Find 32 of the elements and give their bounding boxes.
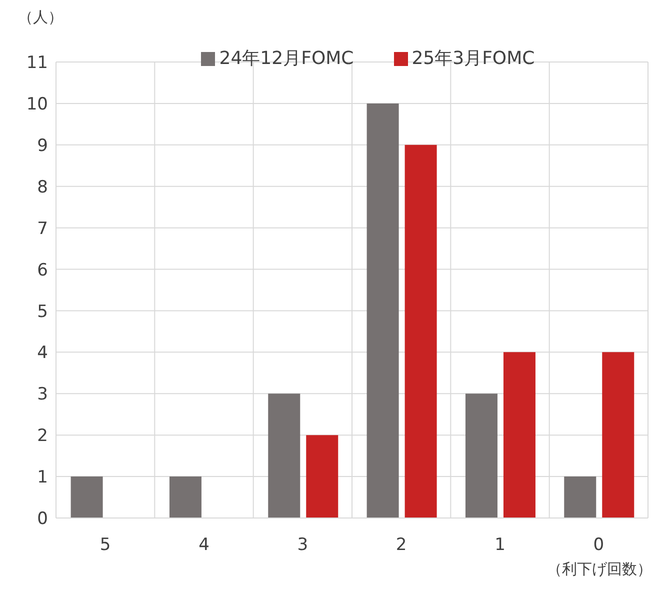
x-tick-label: 1 <box>494 535 506 556</box>
y-tick-label: 1 <box>37 468 48 488</box>
y-tick-label: 5 <box>37 302 48 322</box>
bar <box>366 103 399 518</box>
legend-label: 24年12月FOMC <box>219 48 354 69</box>
bar <box>268 394 300 518</box>
y-tick-label: 4 <box>37 343 48 364</box>
y-tick-label: 2 <box>37 426 48 446</box>
x-tick-label: 4 <box>198 535 210 556</box>
bar <box>404 144 437 518</box>
x-tick-label: 0 <box>593 535 604 556</box>
x-axis-title: （利下げ回数） <box>547 560 652 579</box>
y-tick-label: 8 <box>37 177 48 198</box>
y-axis-title: （人） <box>18 8 63 27</box>
bar <box>70 476 103 518</box>
y-tick-label: 3 <box>37 384 48 405</box>
x-tick-label: 5 <box>100 535 111 556</box>
legend-label: 25年3月FOMC <box>412 48 535 69</box>
bar <box>602 352 634 518</box>
x-tick-label: 2 <box>396 535 407 556</box>
y-tick-label: 9 <box>37 136 48 156</box>
y-tick-label: 10 <box>26 94 48 114</box>
x-tick-label: 3 <box>297 535 308 556</box>
bar <box>503 352 536 518</box>
bar <box>169 476 202 518</box>
bar <box>564 476 596 518</box>
y-tick-label: 7 <box>37 218 48 239</box>
bar <box>465 394 498 518</box>
y-tick-label: 0 <box>37 509 48 530</box>
y-tick-label: 11 <box>26 53 48 74</box>
bar <box>306 435 338 518</box>
y-tick-label: 6 <box>37 260 48 280</box>
